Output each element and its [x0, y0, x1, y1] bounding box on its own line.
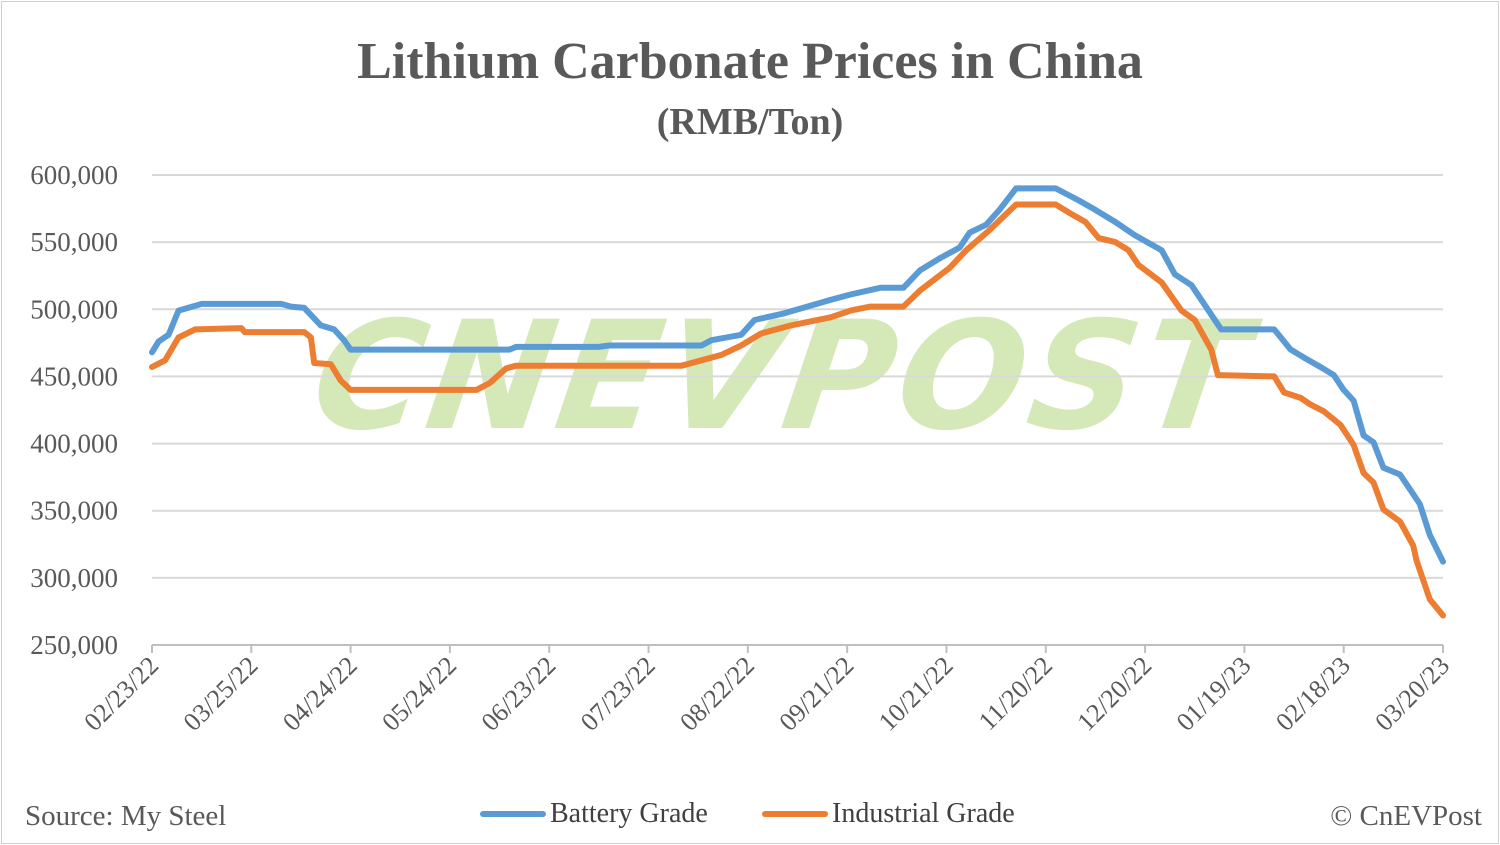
y-tick-label: 600,000	[30, 160, 118, 190]
y-tick-label: 350,000	[30, 496, 118, 526]
y-tick-label: 550,000	[30, 227, 118, 257]
x-tick-label: 01/19/23	[1171, 651, 1257, 737]
x-tick-label: 12/20/22	[1071, 651, 1157, 737]
y-tick-label: 500,000	[30, 294, 118, 324]
x-tick-label: 11/20/22	[973, 651, 1058, 736]
series-line-battery-grade	[149, 185, 1446, 565]
chart-title: Lithium Carbonate Prices in China	[357, 33, 1143, 90]
x-tick-label: 09/21/22	[774, 651, 860, 737]
x-tick-label: 03/25/22	[178, 651, 264, 737]
chart-subtitle: (RMB/Ton)	[656, 101, 844, 143]
x-tick-label: 07/23/22	[575, 651, 661, 737]
x-tick-label: 10/21/22	[873, 651, 959, 737]
copyright-note: © CnEVPost	[1330, 800, 1482, 832]
legend-swatch-industrial	[762, 811, 828, 817]
x-tick-label: 02/18/23	[1270, 651, 1356, 737]
x-tick-label: 08/22/22	[674, 651, 760, 737]
legend-item-industrial-grade: Industrial Grade	[762, 798, 1015, 830]
y-tick-label: 250,000	[30, 630, 118, 660]
source-note: Source: My Steel	[25, 800, 227, 832]
x-tick-label: 05/24/22	[376, 651, 462, 737]
legend-label: Industrial Grade	[832, 798, 1015, 829]
legend-item-battery-grade: Battery Grade	[480, 798, 708, 830]
x-tick-label: 04/24/22	[277, 651, 363, 737]
x-tick-label: 03/20/23	[1369, 651, 1455, 737]
legend-label: Battery Grade	[550, 798, 708, 829]
y-tick-label: 400,000	[30, 429, 118, 459]
y-tick-label: 300,000	[30, 563, 118, 593]
legend-swatch-battery	[480, 811, 546, 817]
series-line-industrial-grade	[149, 201, 1446, 619]
y-tick-label: 450,000	[30, 361, 118, 391]
x-tick-label: 06/23/22	[476, 651, 562, 737]
x-tick-label: 02/23/22	[78, 651, 164, 737]
